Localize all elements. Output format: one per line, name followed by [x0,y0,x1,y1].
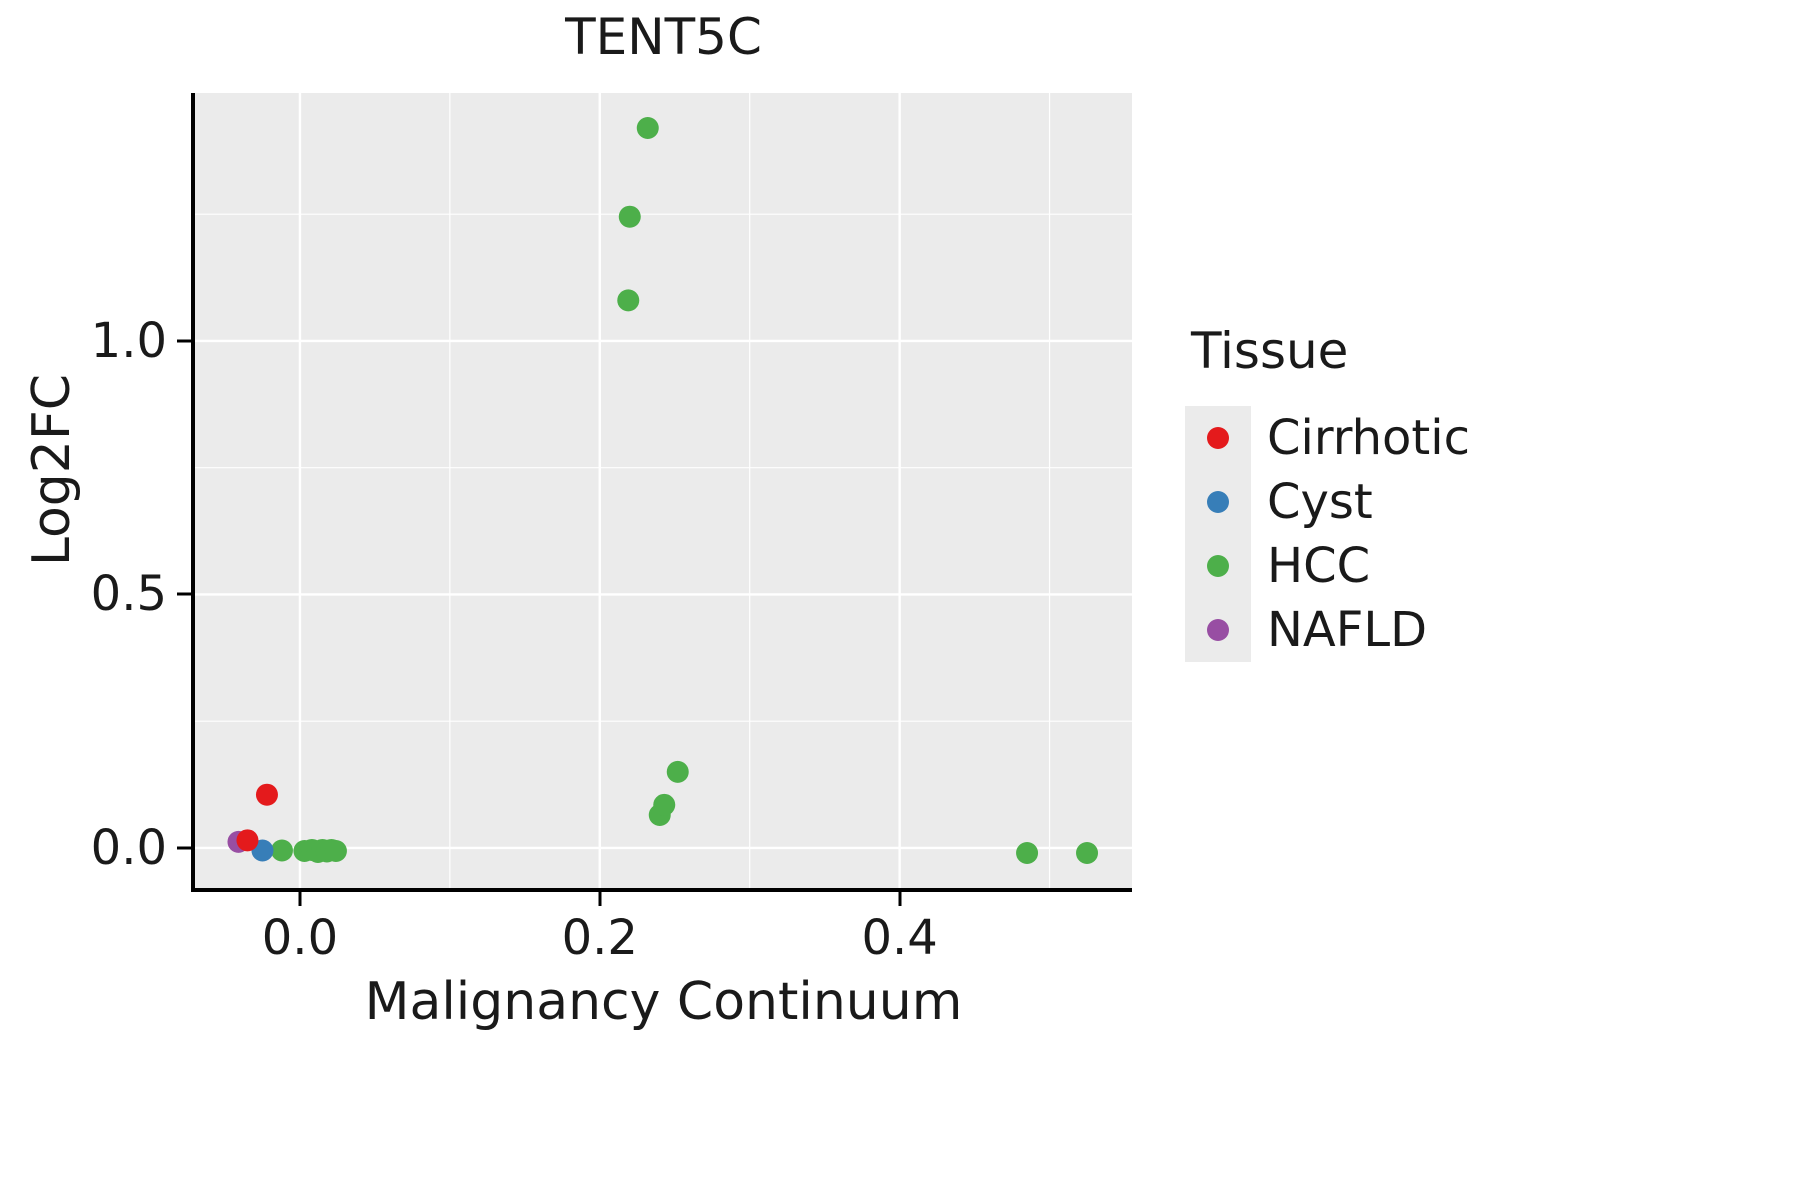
scatter-canvas [195,93,1132,888]
data-point-hcc [636,116,659,139]
data-point-hcc [1076,842,1099,865]
legend-items: Cirrhotic Cyst HCC NAFLD [1185,406,1470,662]
legend-item-cyst: Cyst [1185,470,1470,534]
cyst-dot-icon [1207,491,1229,513]
legend-label: NAFLD [1267,602,1428,658]
data-point-cirrhotic [255,783,278,806]
legend: Tissue Cirrhotic Cyst HCC [1185,322,1470,662]
legend-key [1185,470,1251,534]
x-tick-label: 0.4 [861,910,938,966]
cirrhotic-dot-icon [1207,427,1229,449]
x-tick-mark [598,892,602,906]
legend-title: Tissue [1191,322,1349,380]
legend-item-hcc: HCC [1185,534,1470,598]
legend-label: Cirrhotic [1267,410,1470,466]
x-axis-line [191,888,1132,892]
legend-key [1185,406,1251,470]
data-point-hcc [617,289,640,312]
legend-item-cirrhotic: Cirrhotic [1185,406,1470,470]
nafld-dot-icon [1207,619,1229,641]
legend-key [1185,534,1251,598]
x-tick-mark [898,892,902,906]
chart-title: TENT5C [565,8,762,66]
legend-key [1185,598,1251,662]
x-tick-label: 0.2 [561,910,638,966]
plot-panel [195,93,1132,888]
data-point-hcc [1016,842,1039,865]
data-point-cirrhotic [236,829,259,852]
x-tick-label: 0.0 [261,910,339,966]
y-tick-label: 0.5 [90,566,167,623]
legend-item-nafld: NAFLD [1185,598,1470,662]
y-tick-label: 0.0 [90,819,167,876]
y-tick-mark [177,592,191,596]
data-point-hcc [270,839,293,862]
x-tick-mark [298,892,302,906]
data-point-hcc [653,793,676,816]
y-tick-mark [177,846,191,850]
y-tick-mark [177,339,191,343]
y-tick-label: 1.0 [90,312,167,369]
data-point-hcc [666,760,689,783]
y-axis-label: Log2FC [22,373,82,567]
data-point-hcc [324,839,347,862]
hcc-dot-icon [1207,555,1229,577]
legend-label: Cyst [1267,474,1373,530]
y-axis-line [191,93,195,892]
data-point-hcc [618,205,641,228]
x-axis-label: Malignancy Continuum [364,972,963,1032]
legend-label: HCC [1267,538,1371,594]
